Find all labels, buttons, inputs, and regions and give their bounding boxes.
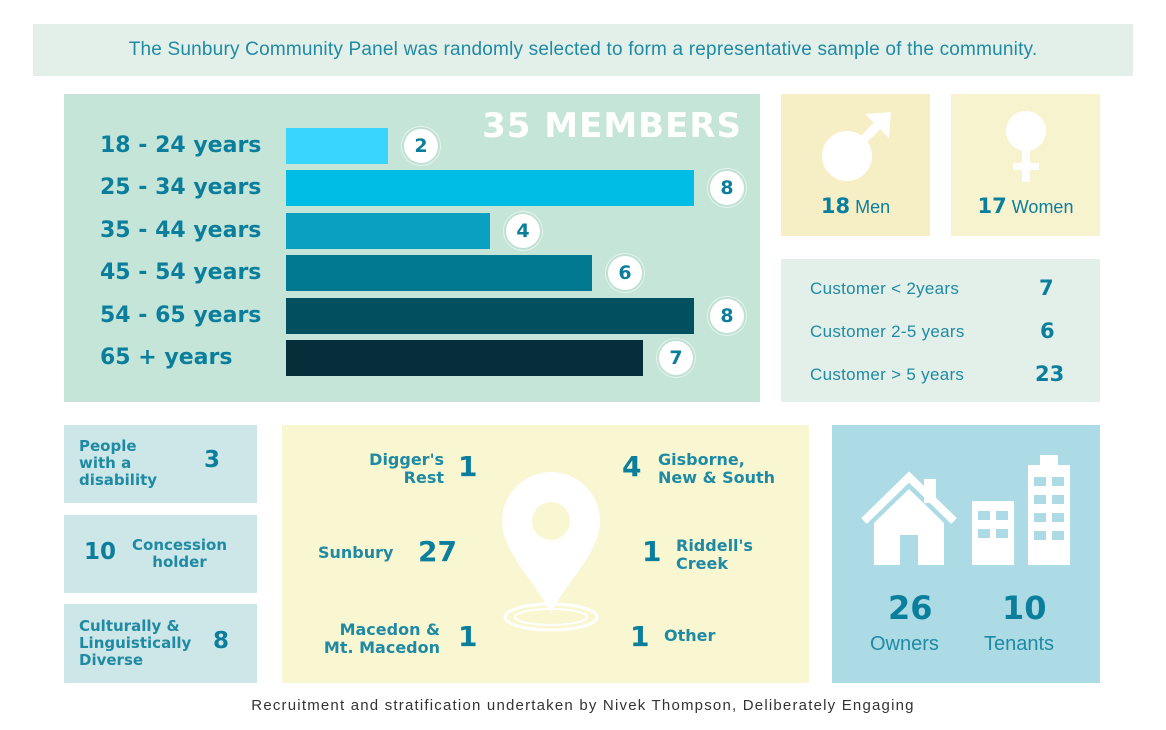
disability-label: People with a disability	[79, 438, 157, 489]
female-symbol-icon	[1006, 111, 1046, 182]
tenure-value-lt2: 7	[1039, 276, 1054, 300]
housing-panel: 26 Owners 10 Tenants	[832, 425, 1100, 683]
concession-label-line: Concession	[132, 536, 228, 554]
cald-card: Culturally & Linguistically Diverse 8	[64, 604, 257, 683]
gisborne-label-line: New & South	[658, 468, 776, 487]
age-category-label: 45 - 54 years	[100, 260, 262, 286]
diggers-rest-label-line: Digger's	[369, 450, 444, 469]
riddells-creek-value: 1	[642, 535, 662, 568]
age-value-badge: 4	[504, 211, 542, 250]
women-label: Women	[1011, 197, 1074, 217]
location-panel: Digger's Rest 1 Sunbury 27 Macedon & Mt.…	[282, 425, 809, 683]
chart-title: 35 MEMBERS	[482, 106, 742, 146]
riddells-creek-label-line: Riddell's	[676, 536, 753, 555]
women-card: 17 Women	[951, 94, 1100, 236]
owners-label: Owners	[870, 633, 939, 655]
map-pin-icon	[502, 472, 600, 632]
riddells-creek-label-line: Creek	[676, 554, 728, 573]
customer-tenure-card: Customer < 2years 7 Customer 2-5 years 6…	[781, 259, 1100, 402]
men-count: 18	[820, 194, 851, 218]
age-value-badge: 6	[606, 254, 644, 293]
diggers-rest-label-line: Rest	[403, 468, 444, 487]
tenure-value-2to5: 6	[1040, 319, 1055, 343]
cald-value: 8	[213, 628, 230, 654]
age-bar	[286, 255, 592, 292]
other-label: Other	[664, 626, 716, 645]
other-value: 1	[630, 620, 650, 653]
concession-value: 10	[84, 539, 117, 565]
gisborne-value: 4	[622, 450, 642, 483]
disability-value: 3	[204, 447, 221, 473]
cald-label: Culturally & Linguistically Diverse	[79, 618, 191, 669]
age-bar	[286, 170, 694, 207]
age-category-label: 65 + years	[100, 345, 233, 370]
concession-label: Concession holder	[132, 537, 227, 571]
gisborne-label: Gisborne, New & South	[658, 451, 775, 487]
apartment-buildings-icon	[972, 455, 1070, 565]
concession-card: 10 Concession holder	[64, 515, 257, 593]
diggers-rest-label: Digger's Rest	[342, 451, 444, 487]
riddells-creek-label: Riddell's Creek	[676, 537, 753, 573]
intro-banner: The Sunbury Community Panel was randomly…	[33, 24, 1133, 76]
cald-label-line: Culturally &	[79, 617, 180, 635]
tenure-label-gt5: Customer > 5 years	[810, 365, 965, 384]
disability-label-line: with a	[79, 454, 132, 472]
age-chart-panel: 35 MEMBERS 18 - 24 years 2 25 - 34 years 8 3…	[64, 94, 760, 402]
age-category-label: 25 - 34 years	[100, 175, 262, 201]
age-category-label: 54 - 65 years	[100, 302, 262, 328]
house-icon	[861, 471, 957, 565]
tenure-value-gt5: 23	[1035, 362, 1065, 386]
age-value-badge: 8	[708, 296, 746, 335]
disability-label-line: People	[79, 437, 137, 455]
women-count-row: 17 Women	[951, 194, 1100, 218]
disability-label-line: disability	[79, 471, 158, 489]
diggers-rest-value: 1	[458, 450, 478, 483]
age-category-label: 35 - 44 years	[100, 217, 262, 243]
age-bar	[286, 297, 694, 334]
macedon-label-line: Macedon &	[339, 620, 440, 639]
disability-card: People with a disability 3	[64, 425, 257, 503]
age-bar	[286, 128, 388, 164]
age-value-badge: 8	[708, 169, 746, 208]
macedon-value: 1	[458, 620, 478, 653]
age-value-badge: 2	[402, 127, 440, 165]
men-count-row: 18 Men	[781, 194, 930, 218]
macedon-label-line: Mt. Macedon	[323, 638, 440, 657]
macedon-label: Macedon & Mt. Macedon	[306, 621, 440, 657]
cald-label-line: Linguistically	[79, 634, 192, 652]
concession-label-line: holder	[152, 553, 207, 571]
tenants-label: Tenants	[984, 633, 1055, 655]
age-value-badge: 7	[657, 339, 695, 377]
tenure-label-lt2: Customer < 2years	[810, 279, 960, 298]
men-label: Men	[855, 197, 891, 217]
women-count: 17	[977, 194, 1007, 218]
tenure-label-2to5: Customer 2-5 years	[810, 322, 965, 341]
footer-credit: Recruitment and stratification undertake…	[251, 697, 915, 714]
age-bar	[286, 212, 490, 249]
male-symbol-icon	[822, 112, 891, 181]
gisborne-label-line: Gisborne,	[658, 450, 745, 469]
owners-value: 26	[888, 589, 933, 627]
age-bar	[286, 340, 643, 376]
sunbury-label: Sunbury	[318, 543, 394, 562]
cald-label-line: Diverse	[79, 651, 144, 669]
sunbury-value: 27	[418, 535, 457, 568]
banner-text: The Sunbury Community Panel was randomly…	[128, 39, 1038, 60]
age-category-label: 18 - 24 years	[100, 133, 262, 158]
tenants-value: 10	[1002, 589, 1047, 627]
men-card: 18 Men	[781, 94, 930, 236]
